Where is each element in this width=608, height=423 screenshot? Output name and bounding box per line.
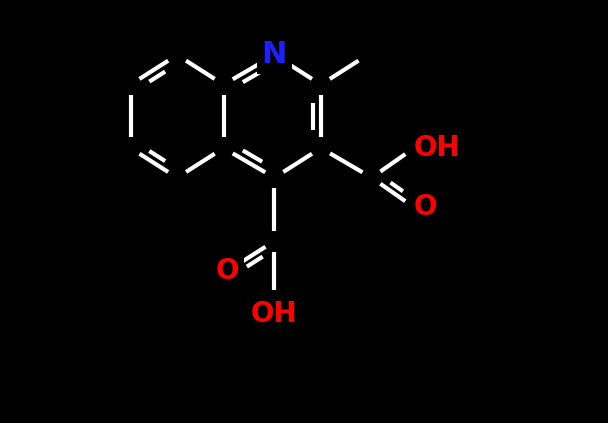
Text: N: N — [261, 41, 287, 69]
Text: O: O — [414, 193, 438, 221]
Text: OH: OH — [251, 300, 298, 328]
Text: O: O — [216, 257, 240, 285]
Text: OH: OH — [414, 134, 461, 162]
